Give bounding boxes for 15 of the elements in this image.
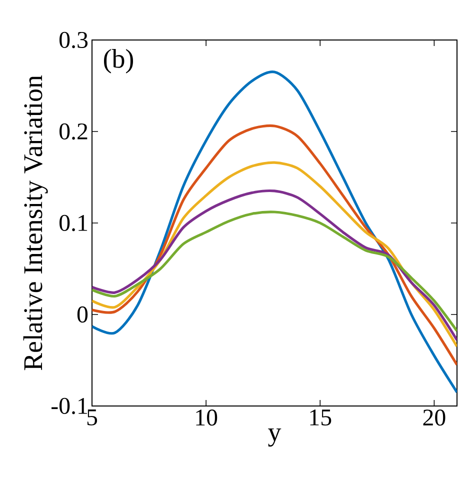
x-axis-title: y [268,428,282,447]
y-tick-label: 0.3 [60,32,88,48]
y-axis-title: Relative Intensity Variation [23,75,48,370]
x-tick-label: 5 [87,410,98,426]
y-tick-label: 0.2 [60,123,88,140]
y-tick-label: 0 [77,306,88,323]
y-tick-label: -0.1 [52,398,88,414]
line-series [92,210,458,332]
y-tick-label: 0.1 [60,214,88,232]
x-tick-label: 10 [196,410,218,426]
line-series [92,124,458,366]
x-tick-label: 20 [423,410,446,426]
annotation: (b) [104,49,134,74]
line-series [92,190,458,342]
x-tick-label: 15 [310,410,332,426]
